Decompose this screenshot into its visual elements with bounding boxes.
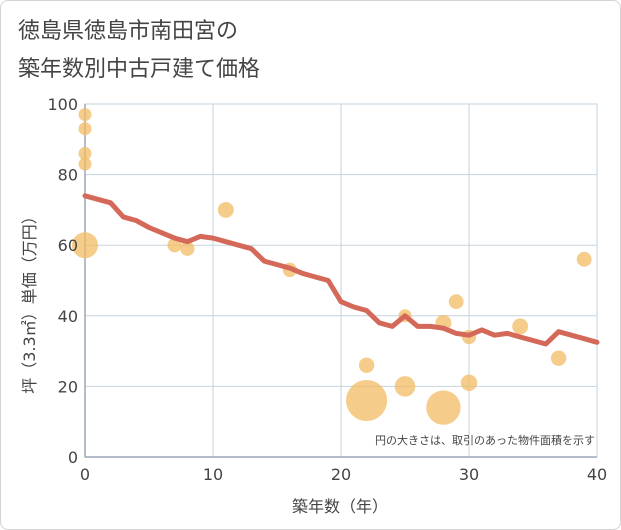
x-axis-label: 築年数（年） <box>292 497 388 516</box>
data-point-13 <box>394 376 416 397</box>
y-tick-label-20: 20 <box>58 377 78 396</box>
data-point-3 <box>78 146 92 160</box>
trend-line <box>82 193 600 347</box>
y-axis-label: 坪（3.3㎡）単価（万円） <box>20 208 39 393</box>
data-point-18 <box>460 374 478 392</box>
data-point-7 <box>180 241 195 256</box>
x-tick-label-0: 0 <box>80 465 90 484</box>
x-tick-label-20: 20 <box>331 465 351 484</box>
data-point-20 <box>550 350 567 366</box>
y-tick-label-0: 0 <box>68 448 78 467</box>
chart-title-line-2: 築年数別中古戸建て価格 <box>18 57 261 82</box>
data-point-19 <box>512 318 529 335</box>
y-tick-label-40: 40 <box>58 307 78 326</box>
data-point-4 <box>78 157 92 171</box>
x-tick-label-10: 10 <box>203 465 223 484</box>
x-tick-label-40: 40 <box>587 465 607 484</box>
y-tick-label-100: 100 <box>47 95 78 114</box>
grid-lines <box>84 103 598 458</box>
data-point-11 <box>346 379 388 422</box>
x-tick-label-30: 30 <box>459 465 479 484</box>
size-note: 円の大きさは、取引のあった物件面積を示す <box>375 433 595 447</box>
data-point-8 <box>217 201 234 218</box>
data-point-21 <box>576 251 592 267</box>
data-point-2 <box>78 122 92 136</box>
data-point-15 <box>426 390 461 425</box>
chart-title: 徳島県徳島市南田宮の 築年数別中古戸建て価格 <box>18 13 260 89</box>
data-point-1 <box>78 108 92 122</box>
data-point-10 <box>358 357 375 373</box>
y-tick-label-80: 80 <box>58 166 78 185</box>
data-point-5 <box>72 232 98 259</box>
axis-ticks: 0 20 40 60 80 100 0 10 20 30 40 <box>47 95 607 484</box>
y-tick-label-60: 60 <box>58 236 78 255</box>
data-points <box>72 108 592 425</box>
chart-title-line-1: 徳島県徳島市南田宮の <box>18 19 239 44</box>
data-point-16 <box>448 294 464 310</box>
